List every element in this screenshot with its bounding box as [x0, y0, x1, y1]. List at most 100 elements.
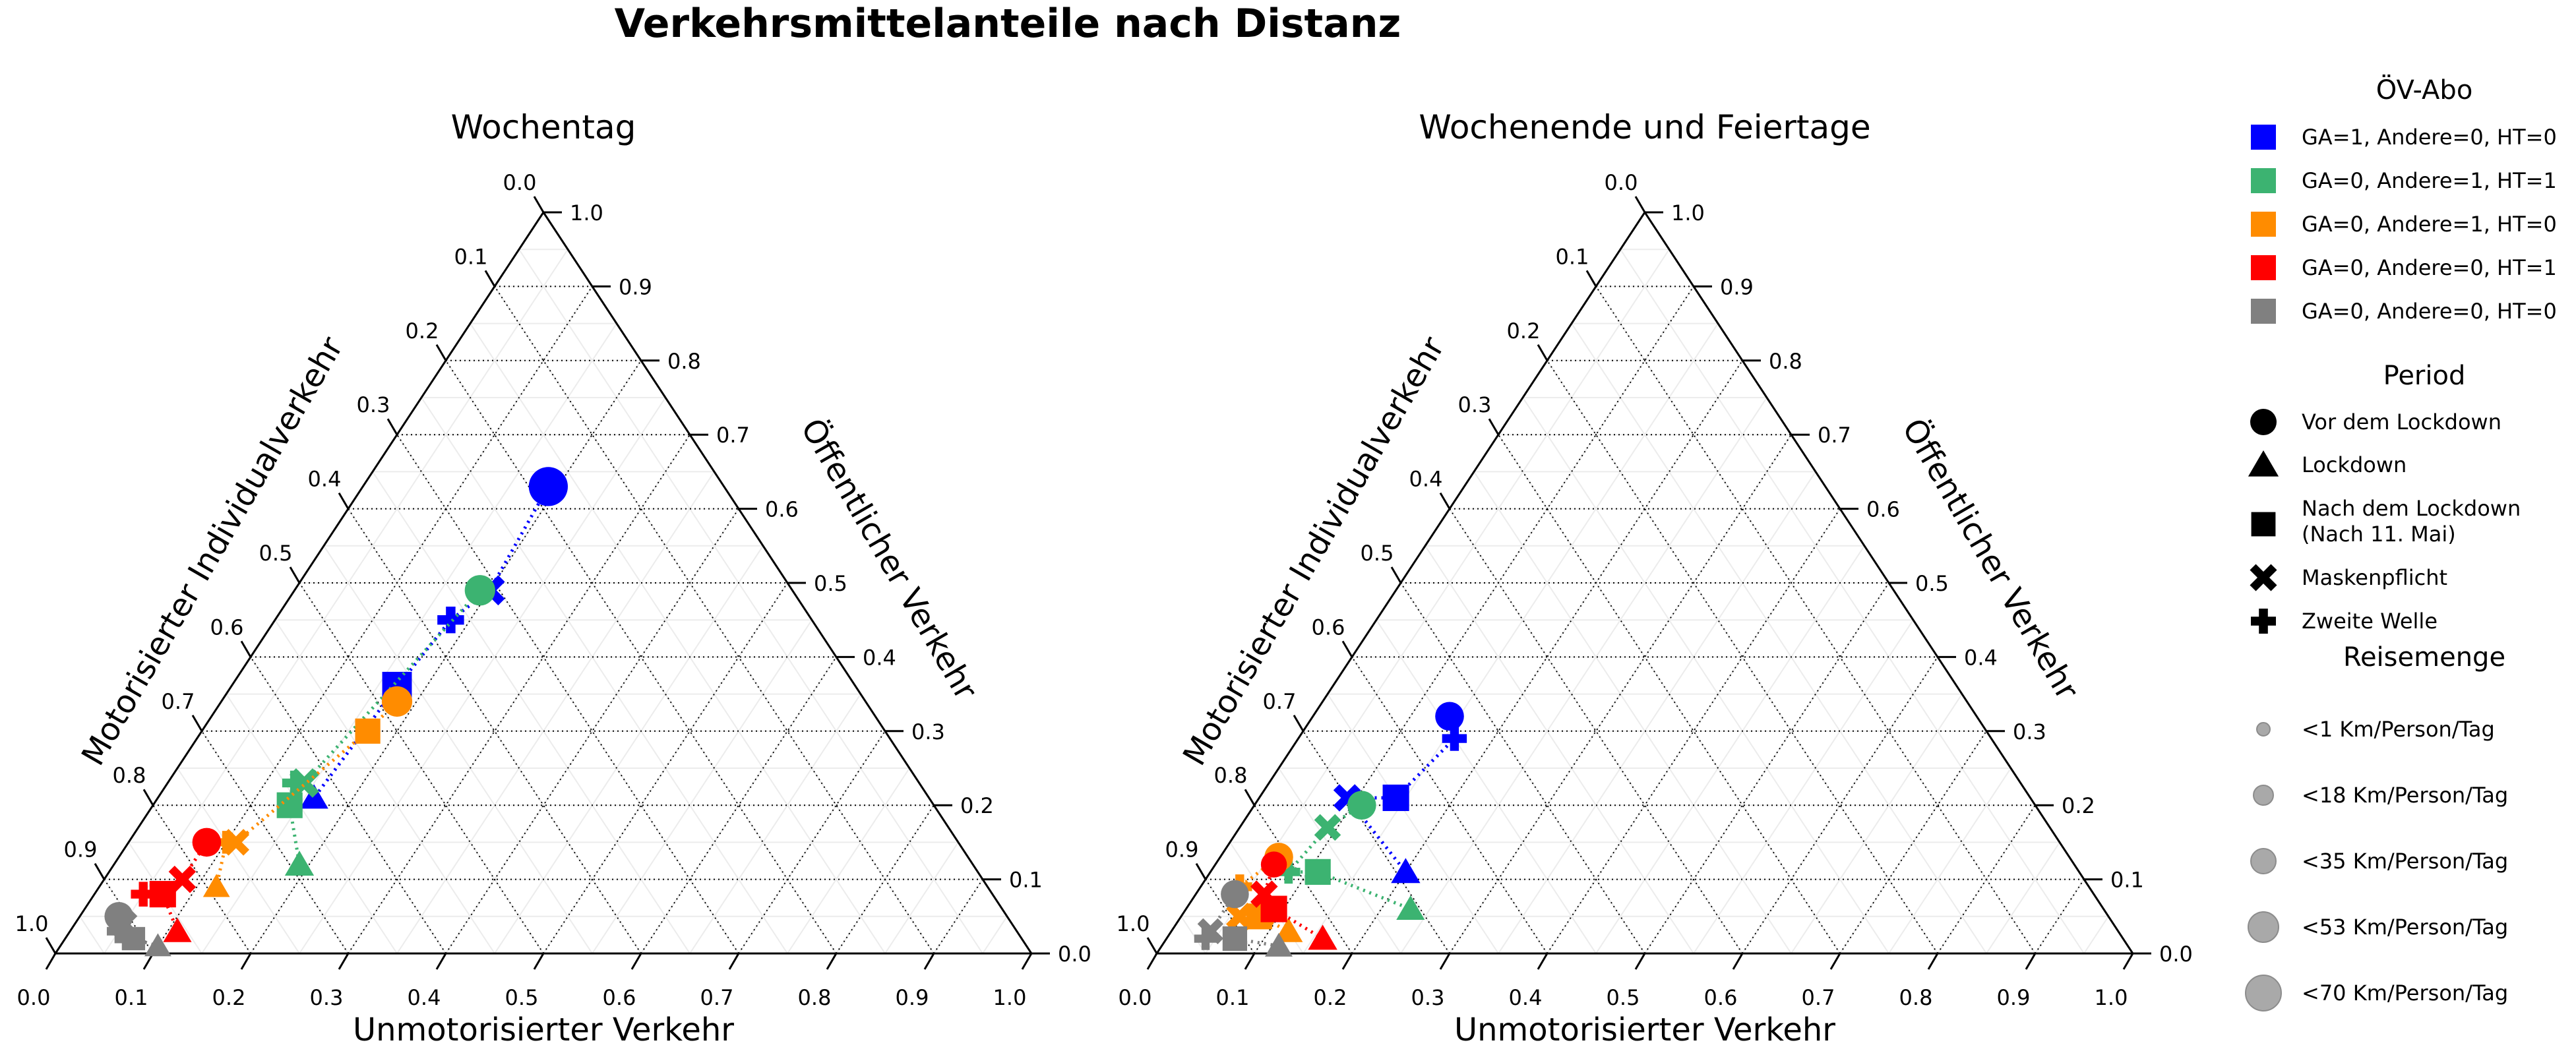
bottom-tick: [45, 953, 57, 970]
bottom-tick: [728, 953, 740, 970]
legend-abo-label: GA=0, Andere=0, HT=0: [2302, 299, 2557, 324]
legend-period-marker: [2251, 512, 2276, 537]
right-tick-label: 0.5: [814, 571, 847, 596]
bottom-tick-label: 0.3: [1411, 985, 1445, 1010]
right-tick-label: 0.9: [1720, 274, 1754, 299]
left-tick-label: 0.1: [1556, 244, 1589, 269]
legend-abo-label: GA=0, Andere=1, HT=1: [2302, 168, 2557, 193]
data-point-circle: [528, 467, 568, 506]
right-tick-label: 0.2: [2062, 793, 2095, 818]
ternary-chart-1: 0.0 0.0 0.0 0.1 0.1 0.1 0.2 0.2 0.2 0.3 0.3 0.3 0.4 0…: [15, 108, 1091, 1048]
right-tick-label: 0.3: [911, 719, 945, 744]
data-point-circle: [381, 686, 413, 717]
left-tick-label: 0.6: [210, 615, 244, 640]
left-axis-label: Motorisierter Individualverkehr: [1176, 330, 1452, 771]
right-tick-label: 0.1: [1009, 868, 1043, 893]
bottom-tick-label: 0.0: [1119, 985, 1152, 1010]
ternary-chart-2: 0.0 0.0 0.0 0.1 0.1 0.1 0.2 0.2 0.2 0.3 0.3 0.3 0.4 0…: [1117, 108, 2193, 1048]
right-tick-label: 0.9: [619, 274, 652, 299]
right-tick-label: 0.4: [863, 645, 896, 670]
right-tick-label: 1.0: [1671, 200, 1705, 226]
legend: ÖV-Abo GA=1, Andere=0, HT=0 GA=0, Andere=1…: [2245, 74, 2557, 1011]
right-tick-label: 0.8: [667, 349, 701, 374]
fine-grid: [1181, 249, 2109, 954]
data-point-plus: [1442, 726, 1467, 751]
left-tick: [338, 492, 350, 510]
right-tick-label: 0.6: [765, 497, 799, 522]
left-tick: [484, 270, 496, 287]
left-tick-label: 0.3: [1458, 392, 1492, 417]
left-tick-label: 0.1: [454, 244, 488, 269]
legend-color-swatch: [2251, 168, 2276, 193]
bottom-axis-label: Unmotorisierter Verkehr: [353, 1011, 734, 1048]
data-point-square: [1304, 859, 1331, 885]
legend-color-swatch: [2251, 299, 2276, 324]
bottom-tick-label: 0.2: [1314, 985, 1347, 1010]
left-tick: [533, 196, 545, 213]
left-tick: [1439, 492, 1451, 510]
left-tick-label: 1.0: [1117, 911, 1150, 936]
series-5: [1194, 880, 1293, 957]
bottom-tick: [1537, 953, 1549, 970]
data-point-square: [1222, 926, 1248, 951]
right-tick-label: 1.0: [570, 200, 603, 226]
left-tick: [435, 344, 447, 361]
data-point-circle: [464, 575, 495, 606]
data-point-x: [1314, 814, 1341, 841]
right-tick-label: 0.6: [1866, 497, 1900, 522]
legend-size-label: <18 Km/Person/Tag: [2302, 783, 2508, 808]
bottom-tick: [1829, 953, 1841, 970]
right-tick-label: 0.7: [716, 423, 750, 448]
legend-period-label: Nach dem Lockdown: [2302, 496, 2521, 521]
data-point-triangle: [144, 933, 171, 957]
bottom-tick-label: 0.8: [1899, 985, 1933, 1010]
right-tick-label: 0.5: [1915, 571, 1949, 596]
legend-period-marker: [2250, 409, 2277, 435]
legend-period-label-line2: (Nach 11. Mai): [2302, 522, 2456, 547]
left-tick-label: 0.4: [308, 467, 342, 492]
ticks: 0.0 0.0 0.0 0.1 0.1 0.1 0.2 0.2 0.2 0.3 0.3 0.3 0.4 0…: [15, 170, 1091, 1010]
legend-size-title: Reisemenge: [2343, 642, 2505, 673]
legend-size-label: <35 Km/Person/Tag: [2302, 849, 2508, 874]
data-point-triangle: [1265, 932, 1293, 957]
legend-color-swatch: [2251, 255, 2276, 280]
bottom-tick-label: 0.5: [505, 985, 539, 1010]
left-tick-label: 0.5: [1361, 541, 1394, 566]
data-point-triangle: [202, 874, 230, 897]
bottom-tick-label: 0.6: [603, 985, 636, 1010]
charts-group: 0.0 0.0 0.0 0.1 0.1 0.1 0.2 0.2 0.2 0.3 0.3 0.3 0.4 0…: [15, 108, 2193, 1048]
legend-size-marker: [2248, 911, 2279, 943]
series-5: [104, 902, 171, 957]
left-tick: [1146, 937, 1158, 954]
left-tick-label: 0.5: [259, 541, 293, 566]
left-tick-label: 0.0: [503, 170, 537, 195]
legend-period-marker: [2248, 450, 2279, 477]
ticks: 0.0 0.0 0.0 0.1 0.1 0.1 0.2 0.2 0.2 0.3 0.3 0.3 0.4 0…: [1117, 170, 2193, 1010]
left-tick: [1585, 270, 1597, 287]
data-point-square: [121, 926, 146, 951]
bottom-tick: [240, 953, 252, 970]
legend-color-swatch: [2251, 212, 2276, 237]
legend-color-swatch: [2251, 125, 2276, 150]
data-point-triangle: [163, 917, 192, 942]
bottom-tick-label: 1.0: [993, 985, 1027, 1010]
data-point-triangle: [1308, 924, 1337, 950]
bottom-tick: [2025, 953, 2037, 970]
bottom-tick-label: 0.1: [115, 985, 148, 1010]
legend-size-marker: [2250, 848, 2277, 874]
left-tick: [45, 937, 57, 954]
series-4: [1250, 851, 1337, 950]
data-point-triangle: [284, 851, 315, 876]
left-tick-label: 0.8: [113, 763, 146, 788]
series-connector: [313, 485, 550, 799]
legend-abo-label: GA=1, Andere=0, HT=0: [2302, 125, 2557, 150]
left-tick-label: 0.8: [1214, 763, 1248, 788]
data-point-circle: [1260, 851, 1287, 878]
data-point-plus: [1194, 927, 1217, 950]
legend-period-label: Vor dem Lockdown: [2302, 409, 2501, 435]
bottom-tick-label: 0.6: [1704, 985, 1738, 1010]
data-point-triangle: [299, 784, 328, 809]
series-4: [131, 828, 222, 942]
bottom-tick: [533, 953, 545, 970]
